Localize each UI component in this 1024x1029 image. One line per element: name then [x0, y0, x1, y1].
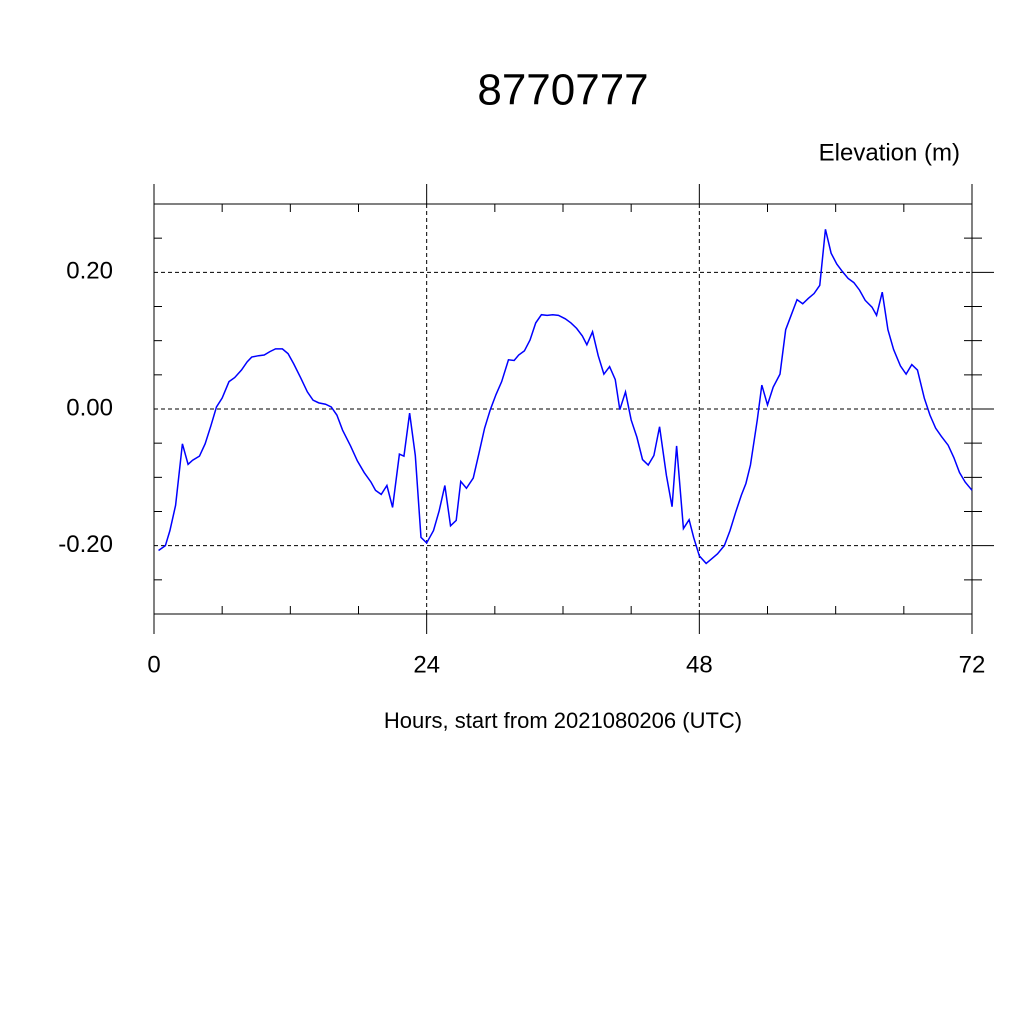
- x-tick-label: 24: [413, 651, 440, 678]
- chart-subtitle: Elevation (m): [819, 139, 960, 166]
- x-tick-label: 0: [147, 651, 160, 678]
- x-tick-label: 48: [686, 651, 713, 678]
- chart-title: 8770777: [477, 66, 648, 115]
- data-line: [158, 229, 973, 565]
- y-tick-label: 0.00: [66, 394, 113, 421]
- y-tick-label: 0.20: [66, 258, 113, 285]
- x-axis-label: Hours, start from 2021080206 (UTC): [384, 708, 742, 733]
- y-tick-label: -0.20: [58, 531, 113, 558]
- x-tick-label: 72: [959, 651, 986, 678]
